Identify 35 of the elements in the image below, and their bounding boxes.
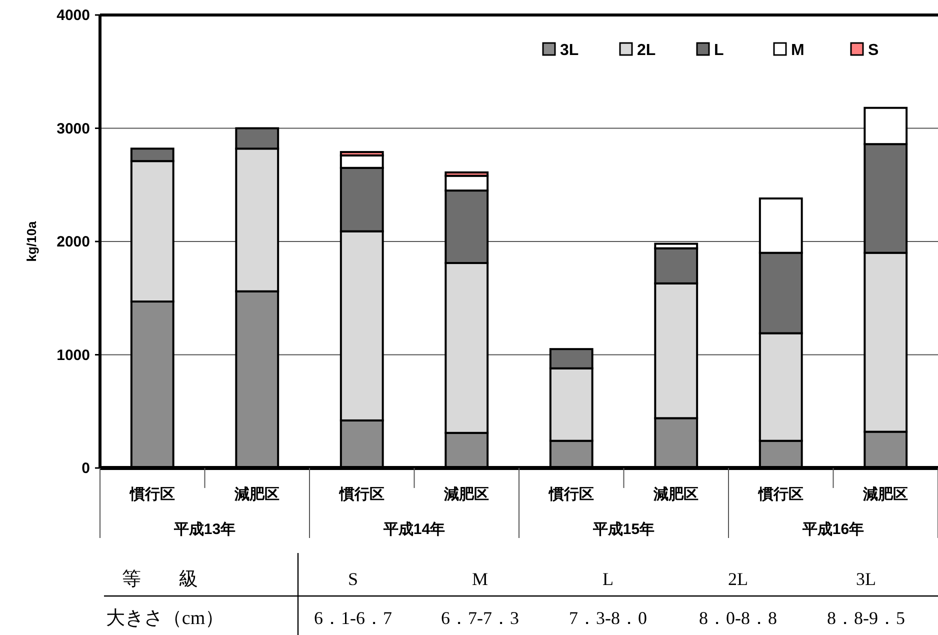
text: S (348, 569, 358, 589)
text: 平成16年 (801, 521, 864, 538)
x-tick-label: 減肥区 (234, 486, 280, 503)
text: 6．7-7．3 (441, 608, 519, 628)
legend-label: M (791, 42, 804, 59)
text: 6．1-6．7 (314, 608, 392, 628)
y-tick-label: 0 (82, 460, 90, 477)
text: 等 級 (122, 569, 198, 590)
legend-label: S (868, 42, 879, 59)
text: L (602, 569, 614, 589)
x-tick-label: 減肥区 (652, 486, 699, 503)
text: 2L (728, 569, 748, 589)
legend-label: 3L (560, 42, 579, 59)
x-tick-label: 減肥区 (443, 486, 490, 503)
text: 3L (856, 569, 876, 589)
x-tick-label: 慣行区 (548, 486, 594, 503)
text: 大きさ（cm） (106, 608, 224, 629)
text: 平成15年 (592, 521, 655, 538)
text: 平成13年 (172, 521, 236, 538)
y-tick-label: 3000 (56, 120, 90, 138)
text: 8．0-8．8 (699, 608, 777, 628)
y-tick-label: 1000 (56, 346, 90, 364)
y-tick-label: 2000 (56, 234, 90, 250)
text: M (472, 569, 488, 589)
y-tick-label: 4000 (56, 7, 90, 24)
legend-label: 2L (637, 42, 656, 59)
x-tick-label: 慣行区 (128, 486, 175, 503)
x-tick-label: 慣行区 (757, 486, 804, 503)
x-tick-label: 慣行区 (338, 486, 384, 503)
text: 平成14年 (382, 521, 446, 538)
y-axis-title: kg/10a (24, 220, 39, 262)
legend-label: L (714, 42, 724, 59)
text: 7．3-8．0 (569, 608, 647, 628)
x-tick-label: 減肥区 (862, 486, 908, 503)
text: 8．8-9．5 (827, 608, 905, 628)
